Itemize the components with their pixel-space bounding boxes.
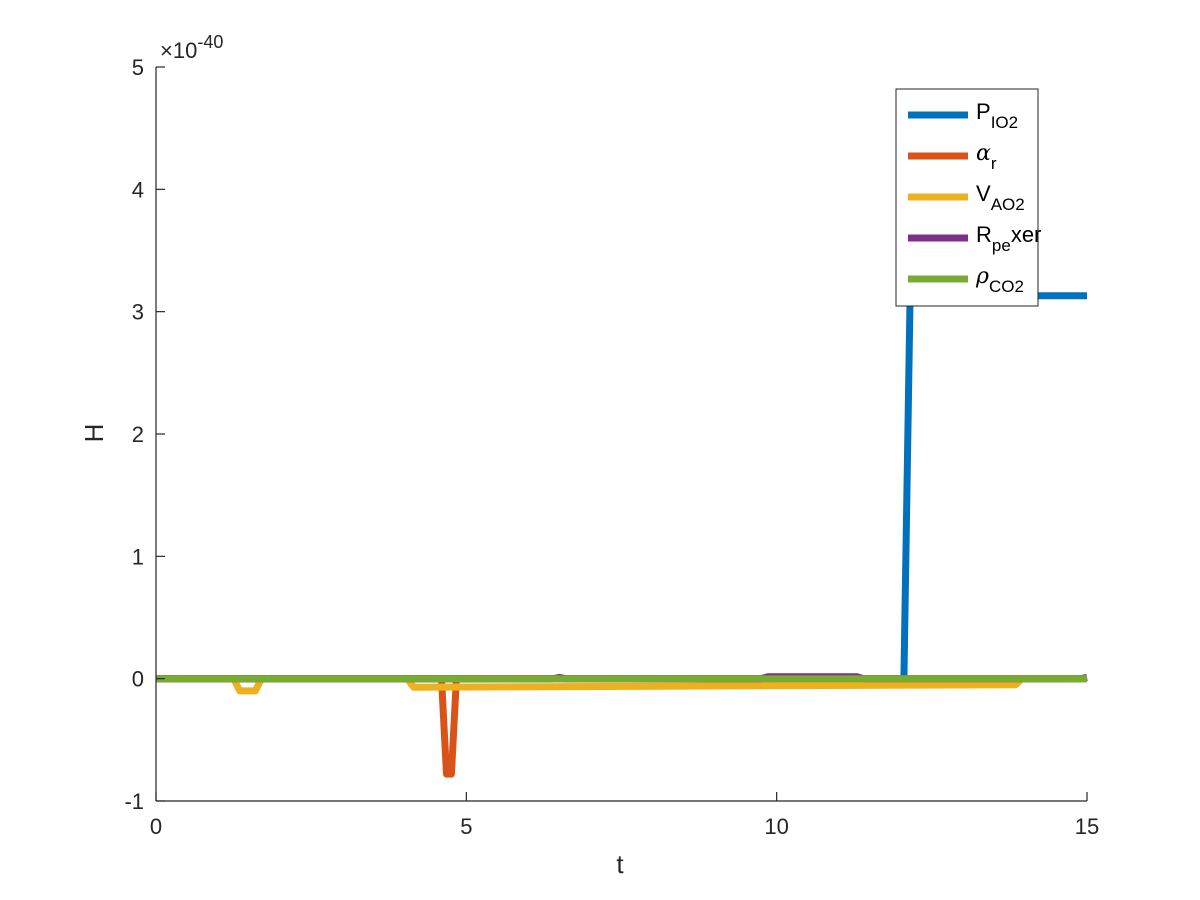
series-line-r-1 [156, 675, 1087, 778]
y-multiplier-base: ×10 [160, 38, 197, 63]
legend-entry-suffix: xer [1011, 222, 1042, 247]
y-multiplier-exponent: -40 [197, 32, 223, 52]
legend-entry-main: V [976, 181, 991, 206]
x-tick-label: 15 [1075, 814, 1099, 839]
x-axis-label: t [616, 849, 624, 879]
legend-entry-label: Rpexer [976, 222, 1041, 255]
legend-entry-main: P [976, 99, 991, 124]
legend-entry-subscript: IO2 [991, 113, 1018, 132]
legend-entry-main: α [976, 141, 991, 166]
series-line-pio2-0 [156, 292, 1087, 683]
legend-entry-label: VAO2 [976, 181, 1025, 214]
x-tick-label: 0 [150, 814, 162, 839]
legend-entry-subscript: r [991, 154, 997, 173]
y-tick-label: 1 [132, 544, 144, 569]
legend-entry-subscript: AO2 [991, 195, 1025, 214]
y-multiplier-label: ×10-40 [160, 32, 223, 63]
y-tick-label: 0 [132, 667, 144, 692]
y-tick-label: 5 [132, 55, 144, 80]
legend-entry-subscript: CO2 [989, 277, 1024, 296]
y-axis-label: H [79, 424, 109, 443]
y-tick-label: 4 [132, 177, 144, 202]
y-tick-label: 2 [132, 422, 144, 447]
legend-entry-label: ρCO2 [975, 264, 1024, 296]
x-tick-label: 10 [764, 814, 788, 839]
y-tick-label: -1 [124, 789, 144, 814]
x-tick-label: 5 [460, 814, 472, 839]
legend-entry-main: ρ [975, 264, 989, 289]
legend-entry-main: R [976, 222, 992, 247]
legend-entry-label: PIO2 [976, 99, 1018, 132]
legend-entry-subscript: pe [992, 236, 1011, 255]
y-tick-label: 3 [132, 300, 144, 325]
plot-series-group [156, 292, 1088, 778]
legend-entry-label: αr [976, 141, 997, 173]
